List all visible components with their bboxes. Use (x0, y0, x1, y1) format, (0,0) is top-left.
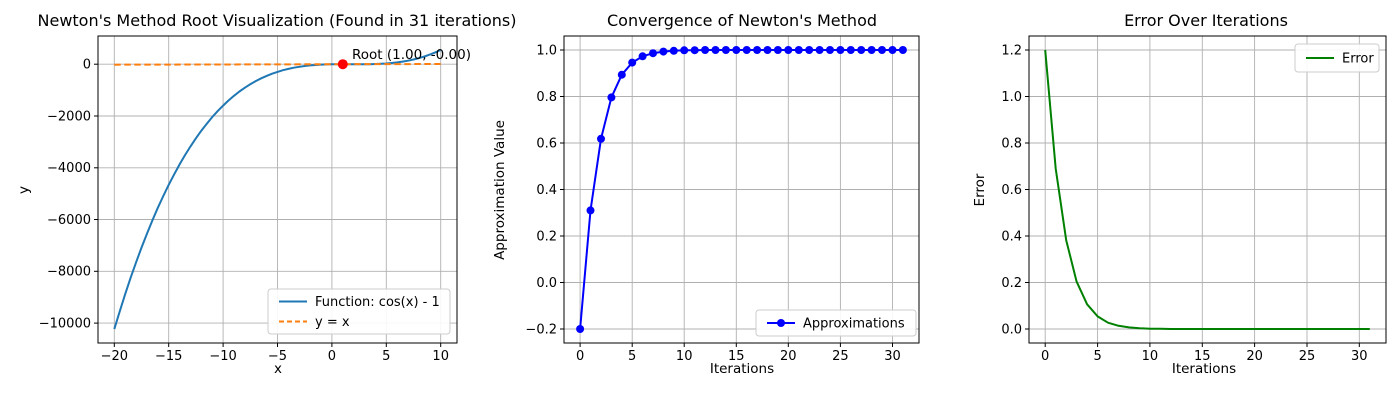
error-legend-box (1294, 43, 1380, 73)
approximations-marker (815, 46, 824, 54)
approximations-marker (857, 46, 866, 54)
x-tick-label: 15 (728, 349, 745, 364)
chart2-yaxis-label: Approximation Value (492, 120, 508, 260)
y-tick-label: 0.8 (536, 90, 557, 105)
x-tick-label: 0 (1041, 349, 1049, 364)
approximations-marker (846, 46, 855, 54)
chart1-title: Newton's Method Root Visualization (Foun… (37, 11, 517, 30)
x-tick-label: 20 (1246, 349, 1263, 364)
approximations-marker (888, 46, 897, 54)
x-tick-label: 25 (1299, 349, 1316, 364)
legend-label: Approximations (803, 317, 905, 332)
x-tick-label: 5 (382, 349, 390, 364)
x-tick-label: −5 (268, 349, 287, 364)
y-tick-label: 0.0 (536, 276, 557, 291)
y-tick-label: 0.2 (536, 229, 557, 244)
approximations-marker (732, 46, 741, 54)
legend-label: Error (1342, 52, 1374, 67)
root-annotation: Root (1.00, -0.00) (352, 47, 471, 63)
x-tick-label: 15 (1194, 349, 1211, 364)
chart1-yaxis-label: y (16, 186, 32, 194)
x-tick-label: 10 (676, 349, 693, 364)
approximations-marker (638, 52, 647, 61)
approximations-marker (576, 325, 585, 333)
y-tick-label: 0.2 (1001, 276, 1022, 291)
y-tick-label: 0 (83, 57, 91, 72)
y-tick-label: 1.2 (1001, 43, 1022, 58)
approximations-marker (597, 134, 605, 143)
x-tick-label: −15 (155, 349, 182, 364)
approximations-marker (701, 46, 710, 54)
approximations-marker (690, 46, 699, 55)
approximations-marker (753, 46, 762, 54)
x-tick-label: −10 (209, 349, 236, 364)
y-tick-label: 0.0 (1001, 322, 1022, 337)
y-tick-label: −4000 (47, 161, 91, 176)
y-tick-label: 0.6 (1001, 183, 1022, 198)
legend-label: Function: cos(x) - 1 (315, 295, 440, 310)
x-tick-label: −20 (101, 349, 128, 364)
x-tick-label: 0 (328, 349, 336, 364)
y-tick-label: 0.8 (1001, 136, 1022, 151)
approximations-marker (586, 206, 595, 215)
approximations-marker (836, 46, 845, 54)
approximations-marker (784, 46, 793, 54)
approximations-marker (742, 46, 751, 54)
x-tick-label: 30 (884, 349, 901, 364)
approximations-marker (763, 46, 772, 54)
x-tick-label: 0 (576, 349, 584, 364)
y-tick-label: 1.0 (536, 43, 557, 58)
x-tick-label: 25 (832, 349, 849, 364)
legend-label: y = x (315, 315, 350, 330)
chart2-xaxis-label: Iterations (709, 361, 775, 377)
x-tick-label: 10 (432, 349, 449, 364)
approximations-marker (805, 46, 814, 54)
y-tick-label: 0.6 (536, 136, 557, 151)
y-tick-label: −2000 (47, 109, 91, 124)
x-tick-label: 20 (780, 349, 797, 364)
approximations-marker (607, 93, 616, 102)
approximations-marker (878, 46, 886, 54)
legend-marker-sample (777, 319, 785, 327)
chart3-yaxis-label: Error (972, 173, 988, 207)
approximations-marker (794, 46, 803, 54)
approximations-marker (826, 46, 834, 54)
chart2-title: Convergence of Newton's Method (606, 11, 878, 30)
y-tick-label: −10000 (39, 316, 91, 331)
approximations-marker (669, 46, 678, 55)
y-tick-label: 1.0 (1001, 90, 1022, 105)
approximations-marker (867, 46, 876, 54)
approximations-marker (711, 46, 720, 54)
y-tick-label: 0.4 (536, 183, 557, 198)
approximations-marker (721, 46, 730, 54)
approximations-marker (898, 46, 907, 54)
approximations-marker (680, 46, 689, 55)
approximations-marker (649, 49, 657, 58)
chart3-xaxis-label: Iterations (1171, 361, 1237, 377)
x-tick-label: 30 (1351, 349, 1368, 364)
x-tick-label: 5 (1093, 349, 1101, 364)
y-tick-label: −6000 (47, 213, 91, 228)
newton-root-legend-box (267, 288, 451, 335)
chart1-xaxis-label: x (274, 361, 282, 377)
approximations-marker (659, 47, 668, 56)
x-tick-label: 10 (1142, 349, 1159, 364)
root-point-marker (337, 59, 348, 70)
y-x-curve (114, 63, 441, 66)
approximations-marker (773, 46, 782, 54)
approximations-marker (628, 58, 637, 67)
error-curve (1044, 49, 1370, 330)
approximations-marker (617, 70, 626, 79)
convergence-legend-box (755, 309, 917, 337)
chart3-title: Error Over Iterations (1124, 11, 1288, 30)
y-tick-label: 0.4 (1001, 229, 1022, 244)
y-tick-label: −8000 (47, 265, 91, 280)
x-tick-label: 5 (628, 349, 636, 364)
y-tick-label: −0.2 (525, 322, 557, 337)
